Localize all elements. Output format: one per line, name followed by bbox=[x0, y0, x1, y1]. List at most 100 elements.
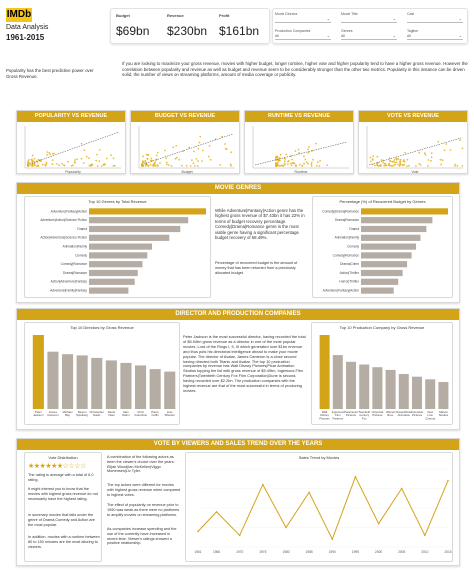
scatter-point bbox=[89, 164, 92, 167]
vote-mid-4: As companies increase spending and the u… bbox=[107, 527, 177, 546]
data-point bbox=[197, 530, 199, 533]
data-point bbox=[400, 487, 403, 490]
bar bbox=[332, 355, 343, 409]
scatter-point bbox=[83, 149, 86, 151]
bar bbox=[62, 354, 74, 409]
scatter-point bbox=[401, 164, 403, 166]
scatter-point bbox=[76, 158, 78, 160]
filter-production-companies[interactable]: All ⌄ bbox=[275, 33, 331, 40]
scatter-point bbox=[380, 159, 383, 161]
category-label: Steven Spielberg bbox=[76, 410, 88, 417]
directors-left-card: Top 10 Directors by Gross Revenue Peter J… bbox=[24, 322, 180, 425]
category-label: DreamWorks Animation bbox=[396, 410, 413, 417]
filter-movie-title[interactable]: ⌄ bbox=[341, 16, 397, 23]
bar bbox=[76, 355, 88, 409]
scatter-point bbox=[454, 163, 457, 166]
scatter-point bbox=[113, 164, 116, 167]
kpi-budget: Budget $69bn bbox=[116, 13, 166, 38]
bar bbox=[89, 234, 170, 241]
scatter-point bbox=[31, 161, 34, 164]
scatter-point bbox=[307, 151, 310, 154]
scatter-point bbox=[399, 164, 402, 166]
x-tick-label: 2000 bbox=[375, 550, 382, 554]
category-label: Sam Raimi bbox=[122, 410, 130, 417]
scatter-point bbox=[382, 161, 385, 164]
scatter-point bbox=[155, 154, 158, 157]
scatter-point bbox=[147, 154, 150, 156]
intro-right: If you are looking to maximize your gros… bbox=[122, 61, 468, 77]
x-axis-label: Vote bbox=[411, 170, 418, 174]
category-label: Warner Bros. bbox=[386, 410, 395, 417]
scatter-point bbox=[319, 159, 321, 162]
scatter-plot: Budget bbox=[138, 126, 235, 174]
scatter-point bbox=[36, 161, 39, 164]
scatter-point bbox=[298, 152, 300, 154]
trend-line bbox=[254, 141, 348, 166]
scatter-point bbox=[283, 160, 286, 162]
scatter-point bbox=[315, 165, 318, 167]
scatter-point bbox=[44, 165, 47, 167]
x-tick-label: 1980 bbox=[282, 550, 289, 554]
scatter-point bbox=[275, 155, 278, 158]
category-label: Michael Bay bbox=[63, 410, 73, 417]
bar bbox=[361, 225, 427, 233]
scatter-point bbox=[275, 165, 277, 167]
scatter-point bbox=[185, 164, 188, 167]
data-point bbox=[331, 538, 334, 540]
scatter-point bbox=[145, 153, 148, 156]
scatter-point bbox=[430, 159, 432, 162]
scatter-point bbox=[170, 165, 173, 167]
scatter-title: RUNTIME VS REVENUE bbox=[245, 111, 353, 122]
filter-movie-director[interactable]: ⌄ bbox=[275, 16, 331, 23]
scatter-point bbox=[304, 158, 307, 161]
filter-cast[interactable]: ⌄ bbox=[407, 16, 463, 23]
scatter-point bbox=[376, 155, 379, 158]
scatter-point bbox=[141, 162, 144, 165]
category-label: Drama|Crime bbox=[340, 262, 359, 266]
filter-tagline[interactable]: All ⌄ bbox=[407, 33, 463, 40]
scatter-point bbox=[33, 164, 36, 167]
scatter-point bbox=[34, 162, 36, 165]
recovered-budget-chart: Comedy|Drama|Romance Drama|Romance Drama An… bbox=[322, 208, 448, 294]
filter-value: All bbox=[341, 34, 345, 38]
scatter-point bbox=[423, 152, 426, 155]
x-tick-label: 1990 bbox=[329, 550, 336, 554]
scatter-point bbox=[418, 162, 421, 165]
scatter-point bbox=[312, 158, 314, 161]
filter-label: Movie Title bbox=[341, 12, 358, 16]
scatter-point bbox=[371, 159, 374, 161]
scatter-point bbox=[461, 165, 464, 167]
scatter-point bbox=[287, 160, 289, 163]
category-label: Comedy|Romance bbox=[61, 262, 88, 266]
scatter-point bbox=[175, 145, 178, 147]
scatter-point bbox=[275, 163, 278, 165]
category-label: Drama bbox=[349, 227, 359, 231]
sales-trend-chart: 1961 1965 1970 1975 1980 1985 1990 1995 2000 2005… bbox=[194, 468, 452, 554]
filter-genres[interactable]: All ⌄ bbox=[341, 33, 397, 40]
scatter-point bbox=[88, 164, 91, 167]
bar bbox=[91, 357, 103, 409]
category-label: Drama bbox=[77, 227, 87, 231]
chevron-down-icon: ⌄ bbox=[392, 33, 396, 38]
x-axis-label: Popularity bbox=[65, 170, 81, 174]
scatter-point bbox=[32, 165, 34, 167]
scatter-point bbox=[67, 160, 69, 163]
scatter-point bbox=[82, 162, 85, 164]
data-point bbox=[447, 479, 449, 482]
scatter-point bbox=[164, 149, 166, 152]
trend-line bbox=[140, 133, 234, 166]
scatter-point bbox=[198, 141, 201, 144]
imdb-logo: IMDb bbox=[6, 8, 32, 22]
scatter-point bbox=[46, 154, 48, 156]
category-label: James Cameron bbox=[47, 410, 59, 417]
category-label: David Yates bbox=[108, 410, 116, 417]
directors-summary: Peter Jackson is the most successful dir… bbox=[183, 334, 306, 393]
scatter-point bbox=[310, 161, 313, 164]
scatter-point bbox=[316, 161, 319, 164]
category-label: Comedy bbox=[75, 253, 87, 257]
filter-label: Cast bbox=[407, 12, 415, 16]
filter-label: Tagline bbox=[407, 29, 419, 33]
scatter-point bbox=[45, 163, 48, 165]
x-axis-label: Budget bbox=[181, 170, 192, 174]
